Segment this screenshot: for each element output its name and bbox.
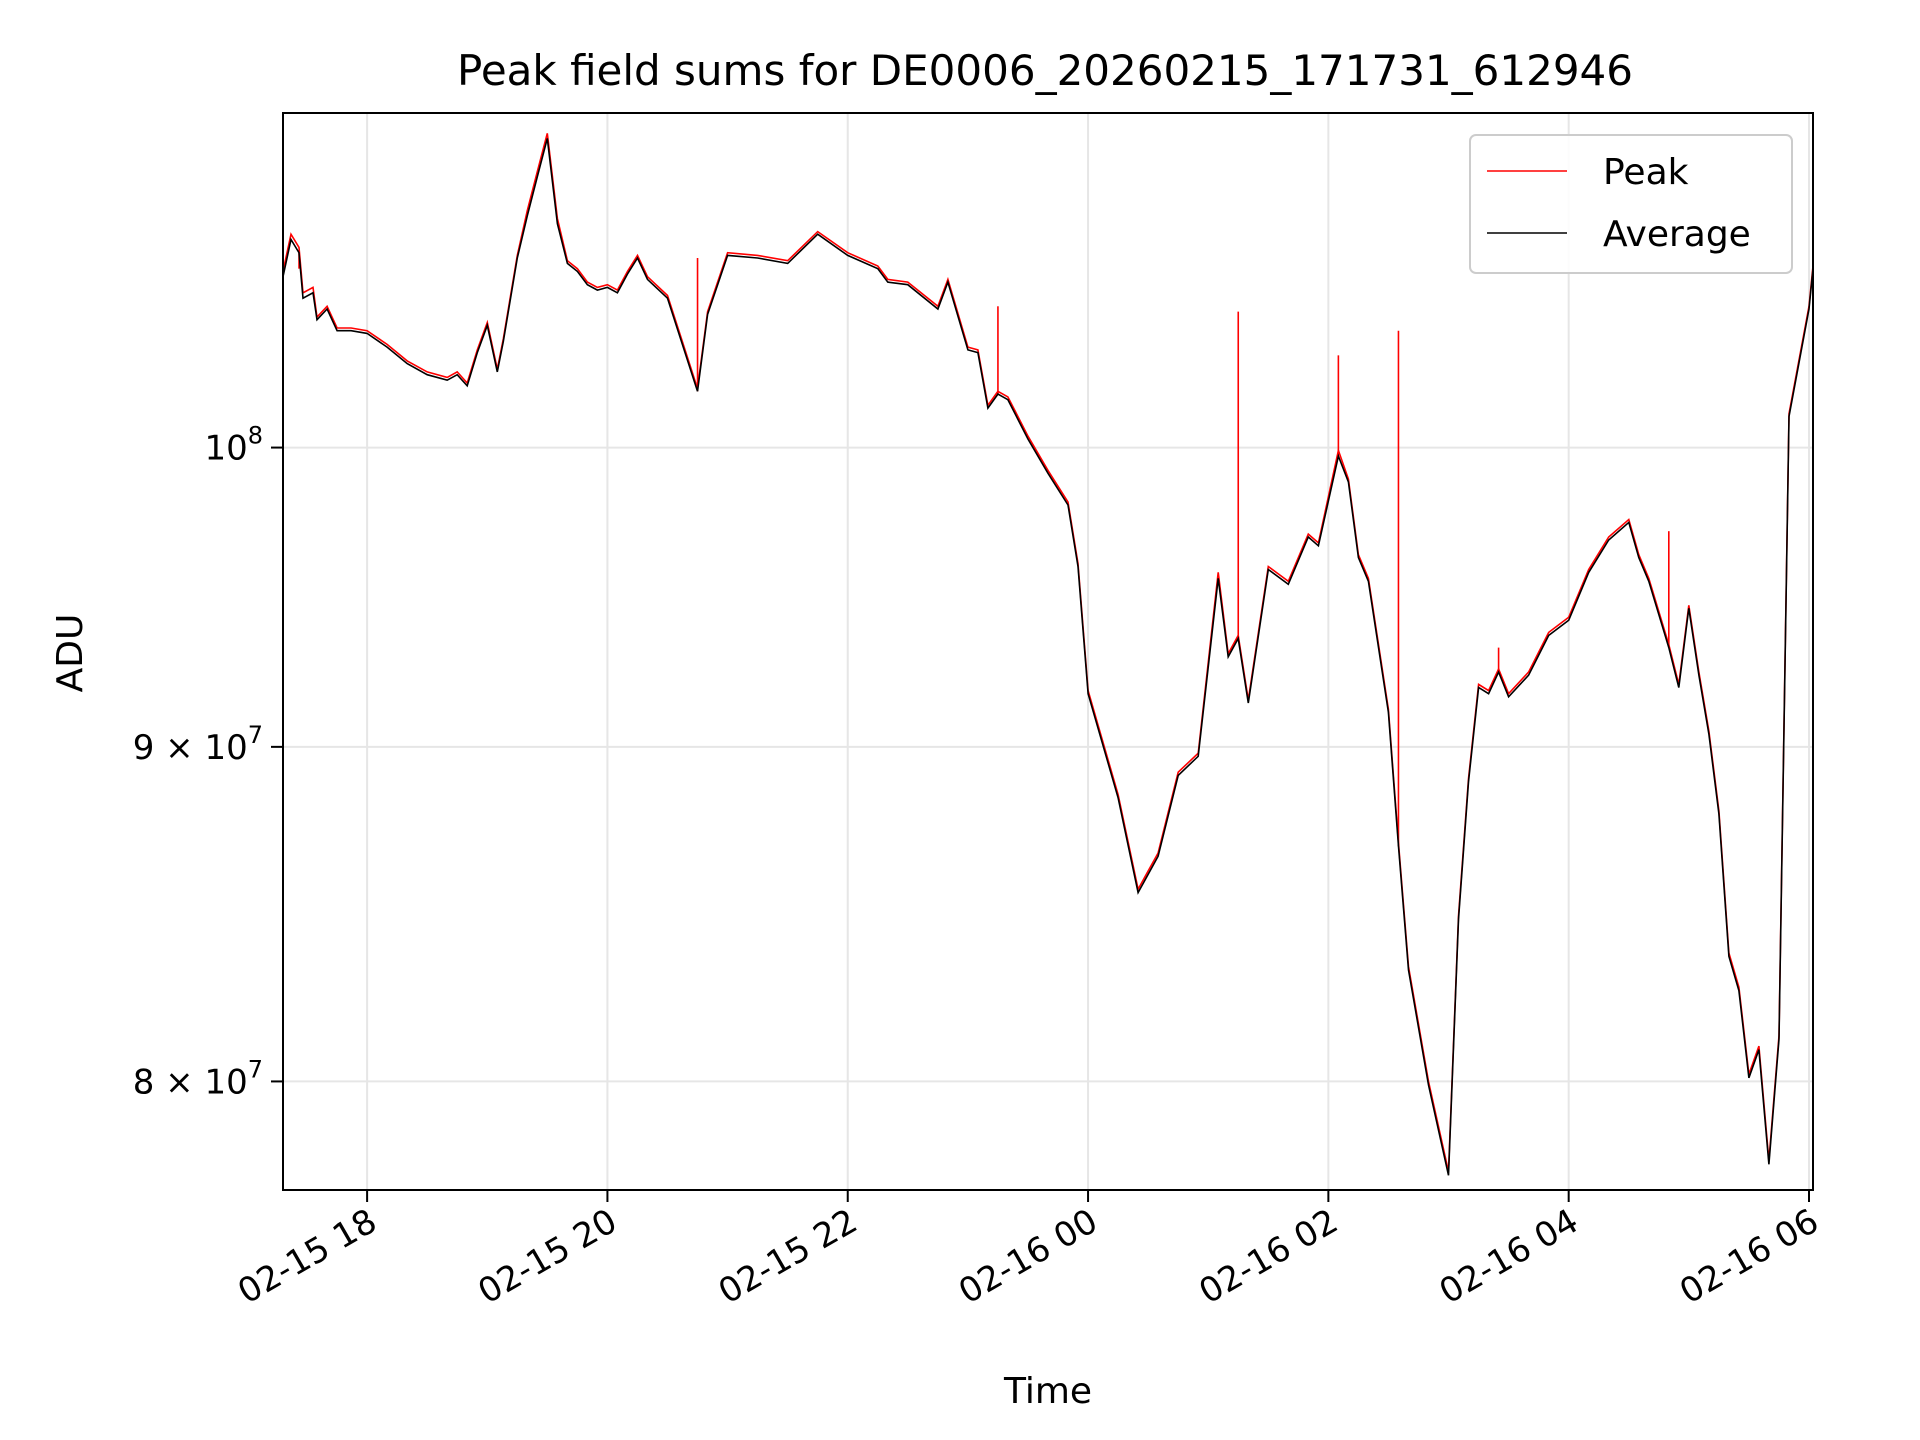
peak-spike-layer	[298, 252, 1670, 847]
y-axis-label: ADU	[50, 614, 91, 693]
y-tick-mantissa: 9 × 10	[133, 728, 248, 768]
y-tick-label: 9 × 107	[133, 721, 263, 768]
plot-area	[283, 133, 1813, 1176]
legend-peak-label: Peak	[1603, 152, 1689, 193]
legend: Peak Average	[1469, 134, 1793, 274]
chart-title: Peak field sums for DE0006_20260215_1717…	[457, 46, 1633, 95]
y-tick-exponent: 7	[248, 721, 263, 749]
y-tick-label: 108	[204, 422, 263, 469]
grid-layer	[283, 113, 1813, 1190]
legend-box	[1469, 134, 1793, 274]
y-tick-label: 8 × 107	[133, 1055, 263, 1102]
y-tick-exponent: 8	[248, 422, 263, 450]
plot-frame	[282, 112, 1814, 1191]
legend-average-label: Average	[1603, 214, 1751, 255]
x-axis-label: Time	[1003, 1371, 1092, 1412]
y-tick-mantissa: 10	[204, 429, 247, 469]
series-average-line	[283, 138, 1813, 1176]
y-tick-mantissa: 8 × 10	[133, 1062, 248, 1102]
y-tick-exponent: 7	[248, 1055, 263, 1083]
